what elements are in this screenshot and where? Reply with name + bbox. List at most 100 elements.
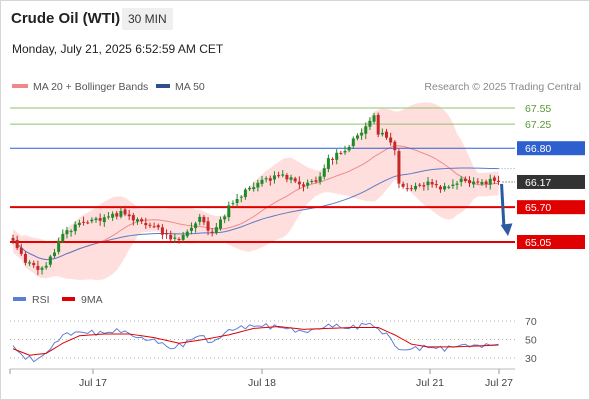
candle-body xyxy=(318,176,322,182)
ma50-legend-swatch xyxy=(156,84,170,88)
candle-body xyxy=(426,181,430,186)
candle-body xyxy=(285,175,289,180)
candle-body xyxy=(385,131,388,138)
candle-body xyxy=(339,152,343,154)
candle-body xyxy=(252,187,256,190)
candle-body xyxy=(351,138,355,147)
candle-body xyxy=(239,196,243,198)
candle-body xyxy=(376,114,380,135)
x-tick-label: Jul 17 xyxy=(79,377,107,389)
candle-body xyxy=(53,252,56,257)
candle-body xyxy=(476,181,480,183)
candle-body xyxy=(326,158,330,169)
candle-body xyxy=(256,182,260,188)
candle-body xyxy=(227,205,231,218)
candle-body xyxy=(302,184,305,187)
rsi-tick-30: 30 xyxy=(525,353,537,365)
candle-body xyxy=(397,151,401,184)
candle-body xyxy=(77,222,81,226)
candle-body xyxy=(343,150,347,153)
candle-body xyxy=(73,224,77,232)
rsi-legend-label: RSI xyxy=(32,294,50,306)
candle-body xyxy=(131,215,135,221)
candle-body xyxy=(497,180,501,182)
candle-body xyxy=(380,132,384,135)
candle-body xyxy=(438,186,442,190)
candle-body xyxy=(19,247,23,254)
rsi-panel: 70 50 30 xyxy=(10,316,537,365)
candle-body xyxy=(405,188,409,190)
arrow-shaft xyxy=(500,183,506,229)
candle-body xyxy=(214,227,218,234)
support-label-box-4 xyxy=(517,200,585,215)
last-price-label-box xyxy=(517,174,585,189)
candle-body xyxy=(102,217,106,223)
candle-body xyxy=(98,218,102,221)
pivot-label-box xyxy=(517,141,585,156)
candle-body xyxy=(223,216,227,220)
candle-body xyxy=(11,238,15,241)
ma20-legend-swatch xyxy=(12,84,28,88)
candle-body xyxy=(368,120,372,127)
rsi-line xyxy=(12,322,499,363)
candle-body xyxy=(264,178,268,180)
candle-body xyxy=(206,221,210,231)
candle-body xyxy=(322,168,326,177)
candle-body xyxy=(393,141,397,151)
credit-label: Research © 2025 Trading Central xyxy=(424,81,581,93)
timeframe-badge[interactable]: 30 MIN xyxy=(122,8,173,30)
candle-body xyxy=(409,188,413,190)
candle-body xyxy=(165,233,169,235)
candle-body xyxy=(331,158,335,160)
candle-body xyxy=(260,179,264,184)
candle-body xyxy=(90,219,94,222)
candle-body xyxy=(219,219,222,229)
ma50-line xyxy=(12,167,499,261)
candle-body xyxy=(281,174,285,176)
rsi-legend-swatch xyxy=(13,297,26,301)
candle-body xyxy=(140,219,144,222)
price-levels xyxy=(10,107,515,243)
candle-body xyxy=(468,180,471,184)
x-tick-label: Jul 27 xyxy=(485,377,513,389)
ma50-legend-label: MA 50 xyxy=(175,81,205,93)
candle-body xyxy=(335,152,339,160)
candle-body xyxy=(32,262,36,266)
rsi-tick-70: 70 xyxy=(525,316,537,328)
candle-body xyxy=(297,181,301,185)
candle-body xyxy=(418,184,422,186)
candle-body xyxy=(310,181,314,183)
candle-body xyxy=(463,178,467,182)
candle-body xyxy=(28,262,32,264)
candle-body xyxy=(181,234,185,240)
candle-body xyxy=(173,237,177,239)
candle-body xyxy=(15,239,19,249)
candle-body xyxy=(185,231,189,237)
candle-body xyxy=(194,223,198,229)
level-labels: 67.55 67.25 66.80 66.17 65.70 65.05 xyxy=(517,103,585,249)
candle-body xyxy=(443,186,447,190)
rsi-ma9-line xyxy=(12,326,499,356)
candle-body xyxy=(57,240,61,252)
candle-body xyxy=(364,126,368,134)
candle-body xyxy=(86,222,90,224)
candle-body xyxy=(360,132,364,136)
bollinger-bands xyxy=(13,102,499,281)
candle-body xyxy=(414,185,418,190)
candle-body xyxy=(160,227,164,235)
last-price-label: 66.17 xyxy=(525,177,551,189)
candle-body xyxy=(243,189,247,198)
candle-body xyxy=(459,178,463,182)
candle-body xyxy=(488,178,492,185)
candle-body xyxy=(401,183,405,187)
candle-body xyxy=(156,225,160,228)
resistance-label-1: 67.25 xyxy=(525,119,551,131)
candle-body xyxy=(44,265,48,268)
candle-body xyxy=(272,175,276,180)
candle-body xyxy=(198,216,202,222)
ma20-legend-label: MA 20 + Bollinger Bands xyxy=(33,81,148,93)
candle-body xyxy=(455,183,459,185)
candle-body xyxy=(189,227,193,231)
candle-body xyxy=(210,231,214,234)
